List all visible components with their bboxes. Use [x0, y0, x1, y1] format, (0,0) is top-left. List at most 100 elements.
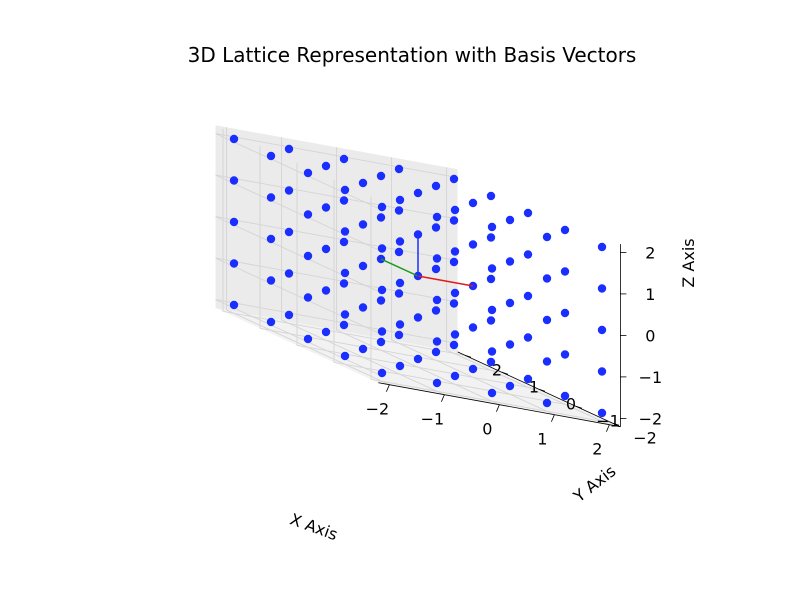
lattice-point [487, 347, 497, 356]
lattice-point [394, 206, 404, 215]
y-tick-mark [538, 388, 546, 392]
lattice-point [358, 178, 368, 188]
z-tick-label: 1 [645, 285, 655, 304]
z-tick-label: 2 [645, 243, 655, 262]
lattice-point [229, 300, 239, 310]
lattice-point [339, 154, 349, 164]
x-tick-mark [441, 394, 445, 402]
lattice-point [395, 361, 405, 371]
lattice-point [542, 398, 552, 408]
lattice-point [229, 217, 239, 227]
lattice-point [266, 151, 276, 161]
grid-line-z [215, 216, 458, 292]
lattice-point [542, 357, 552, 366]
x-tick-mark [606, 424, 610, 432]
lattice-point [450, 288, 460, 298]
lattice-point [431, 223, 441, 232]
grid-line-x [336, 147, 500, 406]
lattice-point [449, 257, 459, 267]
y-tick-mark [501, 371, 509, 375]
grid-line-z [215, 174, 458, 251]
lattice-point [560, 350, 570, 359]
lattice-point [340, 351, 350, 361]
x-axis-label: X Axis [287, 509, 340, 544]
lattice-point [229, 176, 239, 185]
lattice-point [394, 330, 404, 340]
lattice-point [376, 171, 386, 181]
x-tick-label: −1 [421, 410, 445, 429]
lattice-point [542, 274, 552, 283]
lattice-point [468, 198, 478, 208]
lattice-point [523, 208, 533, 218]
z-axis-label: Z Axis [679, 238, 698, 287]
grid-line-x [226, 127, 390, 386]
lattice-point [303, 210, 313, 219]
lattice-point [376, 337, 386, 347]
lattice-point [450, 371, 460, 381]
lattice-point [450, 330, 460, 339]
lattice-point [486, 233, 496, 242]
lattice-point [339, 279, 349, 288]
lattice-point [394, 164, 404, 174]
basis-vector-2 [380, 258, 419, 277]
lattice-point [303, 293, 313, 302]
grid-line-x [391, 157, 555, 416]
lattice-point [284, 186, 294, 195]
lattice-point [449, 216, 459, 225]
lattice-point [266, 234, 276, 244]
lattice-point [394, 247, 404, 257]
lattice-point [266, 317, 276, 327]
lattice-point [542, 315, 552, 325]
lattice-point [340, 268, 350, 278]
lattice-point [486, 274, 496, 284]
lattice-point [450, 205, 460, 215]
lattice-point [542, 232, 552, 242]
lattice-point [431, 264, 441, 274]
lattice-point [597, 367, 607, 376]
lattice-point [449, 299, 459, 308]
lattice-point [377, 244, 387, 253]
lattice-point [321, 244, 331, 254]
y-tick-mark [464, 354, 472, 358]
lattice-point [284, 269, 294, 278]
grid-line-x [281, 137, 445, 396]
lattice-point [431, 181, 441, 191]
z-tick-label: −1 [639, 368, 663, 387]
lattice-point [449, 340, 459, 350]
y-axis-label: Y Axis [569, 461, 619, 506]
lattice-point [340, 310, 350, 319]
lattice-point [560, 391, 570, 401]
lattice-point [505, 257, 515, 266]
lattice-point [560, 267, 570, 276]
lattice-point [413, 313, 423, 322]
x-tick-label: 0 [482, 420, 492, 439]
lattice-point [377, 202, 387, 212]
grid-line-x [446, 167, 610, 426]
lattice-point [229, 134, 239, 144]
y-tick-label: 0 [566, 394, 576, 413]
lattice-point [303, 168, 313, 178]
x-tick-mark [386, 384, 390, 392]
x-axis-line [378, 382, 621, 428]
lattice-point [597, 325, 607, 335]
lattice-point [450, 247, 460, 256]
lattice-point [487, 264, 497, 273]
lattice-point [321, 286, 331, 295]
grid-line-y [370, 196, 614, 424]
lattice-point [432, 212, 442, 222]
lattice-point [487, 305, 497, 315]
lattice-point [560, 225, 570, 235]
lattice-point [597, 408, 607, 418]
lattice-point [321, 203, 331, 212]
lattice-points [229, 134, 607, 418]
lattice-point [339, 196, 349, 205]
basis-vectors [380, 234, 474, 287]
lattice-point [468, 240, 478, 249]
lattice-point [377, 327, 387, 336]
lattice-point [523, 374, 533, 384]
chart-title: 3D Lattice Representation with Basis Vec… [188, 43, 637, 67]
y-tick-mark [612, 422, 620, 426]
lattice-point [340, 185, 350, 195]
lattice-point [395, 237, 405, 246]
